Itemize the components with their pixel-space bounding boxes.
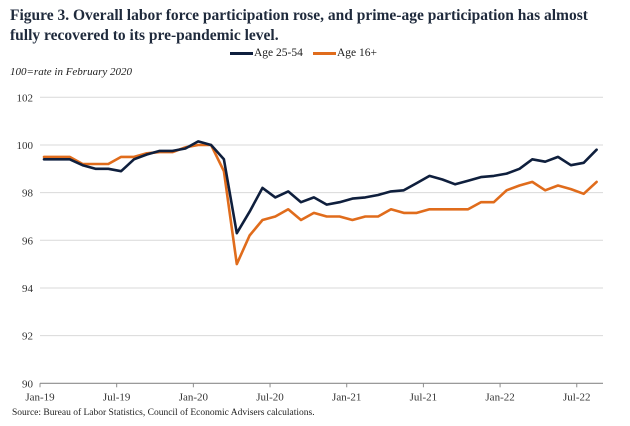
legend-label-age-25-54: Age 25-54 [254, 47, 303, 59]
x-tick-label: Jul-21 [410, 391, 438, 403]
legend-swatch-age-25-54 [230, 51, 253, 55]
x-axis: Jan-19 Jul-19 Jan-20 Jul-20 Jan-21 Jul-21 Jan-… [25, 382, 603, 403]
legend-item-age-25-54: Age 25-54 [230, 47, 303, 59]
source-note: Source: Bureau of Labor Statistics, Coun… [12, 408, 315, 418]
y-tick-label: 94 [22, 283, 34, 295]
x-tick-label: Jan-20 [179, 391, 209, 403]
series-line-age-16- [42, 143, 598, 266]
y-tick-label: 90 [22, 378, 34, 390]
y-tick-label: 102 [17, 92, 34, 104]
y-axis-tick-labels: 90 92 94 96 98 100 102 [17, 92, 34, 390]
legend: Age 25-54 Age 16+ [0, 47, 630, 63]
series-lines [42, 140, 598, 266]
y-tick-label: 98 [22, 188, 34, 200]
x-tick-label: Jan-19 [25, 391, 55, 403]
y-tick-label: 92 [22, 331, 33, 343]
chart-title: Figure 3. Overall labor force participat… [10, 7, 588, 44]
x-tick-label: Jul-22 [563, 391, 591, 403]
x-tick-label: Jul-19 [103, 391, 131, 403]
x-tick-label: Jan-22 [485, 391, 514, 403]
legend-label-age-16-plus: Age 16+ [337, 47, 378, 59]
x-tick-label: Jul-20 [256, 391, 284, 403]
y-tick-label: 100 [17, 140, 34, 152]
y-tick-label: 96 [22, 235, 34, 247]
legend-swatch-age-16-plus [313, 51, 336, 55]
series-line-age-25-54 [42, 140, 598, 235]
chart-subtitle: 100=rate in February 2020 [10, 66, 132, 78]
gridlines [40, 96, 603, 337]
x-tick-label: Jan-21 [332, 391, 361, 403]
legend-item-age-16-plus: Age 16+ [313, 47, 377, 59]
